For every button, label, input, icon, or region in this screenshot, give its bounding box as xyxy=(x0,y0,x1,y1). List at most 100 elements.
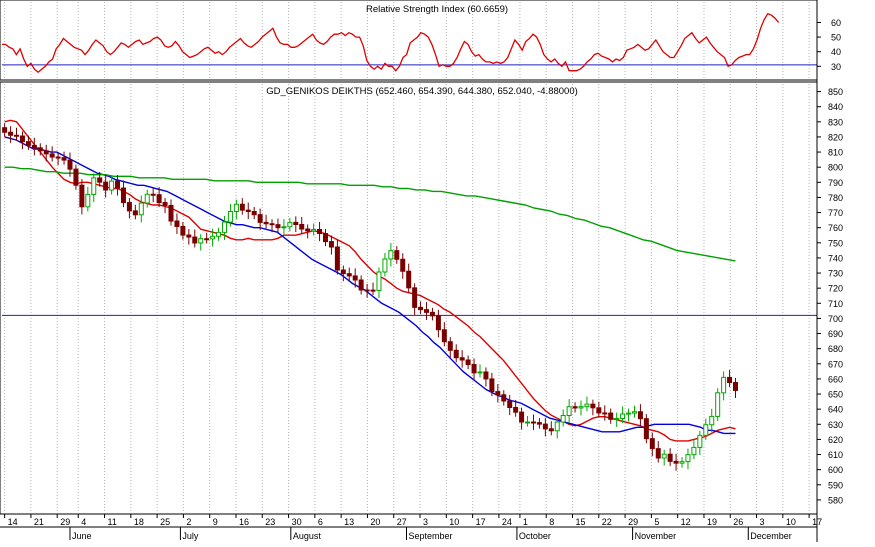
candle-body xyxy=(43,150,49,155)
price-y-tick-label: 760 xyxy=(828,223,843,233)
candle-body xyxy=(287,221,293,228)
candle-body xyxy=(566,406,572,417)
price-y-tick-label: 730 xyxy=(828,269,843,279)
price-y-tick-label: 610 xyxy=(828,450,843,460)
candle-body xyxy=(548,428,554,432)
candle-body xyxy=(626,412,632,415)
candle-body xyxy=(429,311,435,317)
candle-body xyxy=(281,226,287,229)
candle-body xyxy=(269,223,275,226)
candle-body xyxy=(79,184,85,208)
candle-body xyxy=(180,225,186,236)
rsi-y-tick-label: 40 xyxy=(831,47,841,57)
date-tick-label: 18 xyxy=(134,517,144,527)
date-tick-label: 5 xyxy=(654,517,659,527)
candle-body xyxy=(536,422,542,425)
candle-body xyxy=(578,406,584,409)
price-y-tick-label: 820 xyxy=(828,132,843,142)
candle-body xyxy=(174,220,180,227)
candle-body xyxy=(317,228,323,235)
price-y-tick-label: 590 xyxy=(828,480,843,490)
candle-body xyxy=(620,413,626,420)
candle-body xyxy=(406,270,412,289)
candle-body xyxy=(216,231,222,237)
price-y-tick-label: 680 xyxy=(828,344,843,354)
candle-body xyxy=(364,289,370,292)
date-tick-label: 20 xyxy=(370,517,380,527)
candle-body xyxy=(697,434,703,448)
date-tick-label: 4 xyxy=(81,517,86,527)
price-y-tick-label: 710 xyxy=(828,299,843,309)
price-y-tick-label: 830 xyxy=(828,117,843,127)
candle-body xyxy=(132,210,138,216)
date-tick-label: 8 xyxy=(549,517,554,527)
date-tick-label: 17 xyxy=(476,517,486,527)
candle-body xyxy=(120,187,126,204)
date-tick-label: 26 xyxy=(733,517,743,527)
candle-body xyxy=(109,180,115,191)
price-y-tick-label: 790 xyxy=(828,178,843,188)
date-tick-label: 29 xyxy=(628,517,638,527)
date-tick-label: 12 xyxy=(681,517,691,527)
candle-body xyxy=(67,159,73,170)
candle-body xyxy=(483,371,489,380)
date-tick-label: 9 xyxy=(213,517,218,527)
candle-body xyxy=(477,371,483,374)
candle-body xyxy=(560,415,566,423)
date-tick-label: 27 xyxy=(397,517,407,527)
candle-body xyxy=(554,421,560,432)
candle-body xyxy=(584,403,590,408)
candle-body xyxy=(631,411,637,414)
candle-body xyxy=(542,423,548,430)
candle-body xyxy=(8,131,14,136)
candle-body xyxy=(530,421,536,424)
candle-body xyxy=(376,271,382,291)
date-tick-label: 6 xyxy=(318,517,323,527)
candle-body xyxy=(334,246,340,271)
candle-body xyxy=(733,382,738,391)
candle-body xyxy=(138,202,144,216)
candle-body xyxy=(156,194,162,204)
candle-body xyxy=(459,357,465,361)
candle-body xyxy=(400,258,406,272)
candle-body xyxy=(2,127,8,133)
candle-body xyxy=(305,228,311,232)
candle-body xyxy=(661,453,667,459)
candle-body xyxy=(489,378,495,393)
candle-body xyxy=(322,233,328,243)
price-panel-title: GD_GENIKOS DEIKTHS (652.460, 654.390, 64… xyxy=(266,86,578,97)
date-tick-label: 24 xyxy=(502,517,512,527)
candle-body xyxy=(614,418,620,421)
candle-body xyxy=(103,181,109,191)
price-y-tick-label: 840 xyxy=(828,102,843,112)
rsi-y-tick-label: 30 xyxy=(831,62,841,72)
month-label: August xyxy=(293,531,322,541)
candle-body xyxy=(37,147,43,152)
candle-body xyxy=(435,315,441,331)
candle-body xyxy=(168,204,174,222)
candle-body xyxy=(239,203,245,211)
candle-body xyxy=(257,214,263,223)
ma_long-line xyxy=(4,166,736,262)
date-tick-label: 19 xyxy=(707,517,717,527)
candle-body xyxy=(655,448,661,459)
candle-body xyxy=(55,156,61,159)
candle-body xyxy=(186,234,192,238)
candle-body xyxy=(328,241,334,248)
price-y-tick-label: 800 xyxy=(828,163,843,173)
candle-body xyxy=(519,411,525,423)
price-y-tick-label: 580 xyxy=(828,495,843,505)
candle-body xyxy=(115,180,121,189)
price-y-tick-label: 780 xyxy=(828,193,843,203)
month-label: October xyxy=(519,531,551,541)
ma_mid-line xyxy=(4,136,736,435)
candle-body xyxy=(513,406,519,413)
month-label: September xyxy=(409,531,453,541)
candle-body xyxy=(602,412,608,415)
candle-body xyxy=(263,221,269,225)
candle-body xyxy=(85,193,91,208)
candle-body xyxy=(346,273,352,277)
candle-body xyxy=(471,364,477,374)
candle-body xyxy=(340,269,346,275)
